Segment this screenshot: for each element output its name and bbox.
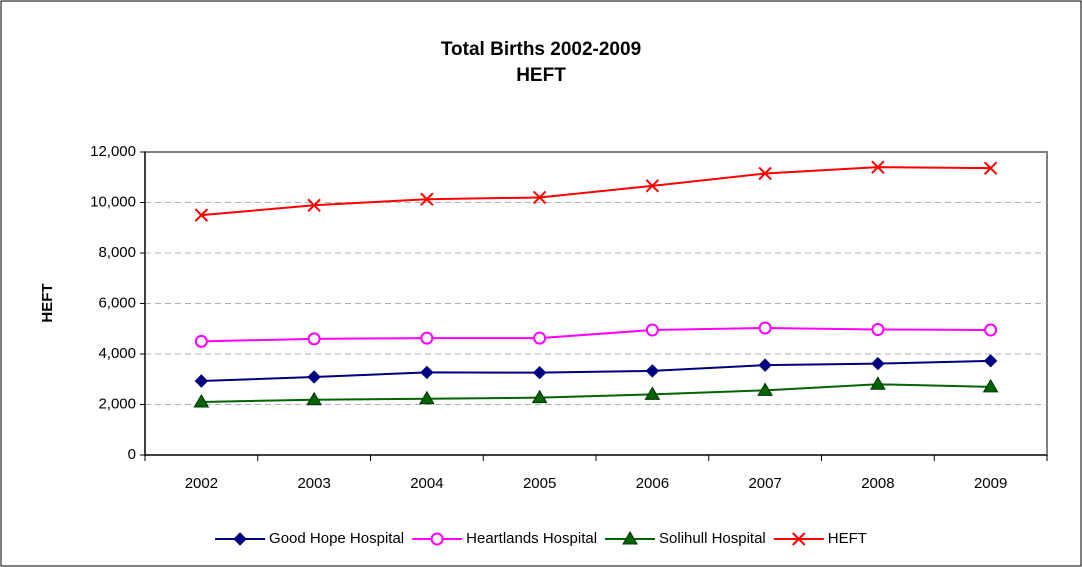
legend-label: Good Hope Hospital [269, 530, 404, 547]
marker [983, 161, 998, 175]
y-tick-label: 0 [128, 446, 136, 463]
y-axis-label: HEFT [39, 283, 56, 322]
marker [194, 334, 208, 348]
marker [430, 532, 444, 546]
marker [792, 532, 806, 546]
marker [871, 356, 885, 371]
marker [307, 332, 321, 346]
marker [984, 323, 998, 337]
marker [758, 166, 772, 181]
x-tick-label: 2007 [748, 475, 781, 492]
y-tick-label: 4,000 [98, 345, 136, 362]
x-tick-label: 2005 [523, 475, 556, 492]
marker [420, 331, 434, 345]
marker [983, 354, 998, 368]
legend-item: Solihull Hospital [605, 530, 766, 547]
series-line [201, 166, 991, 217]
legend-item: Heartlands Hospital [412, 530, 597, 547]
marker [532, 365, 547, 380]
y-tick-label: 10,000 [90, 193, 136, 210]
legend-label: HEFT [828, 530, 867, 547]
marker [871, 323, 885, 337]
chart-title: Total Births 2002-2009 [441, 39, 641, 60]
x-tick-label: 2008 [861, 475, 894, 492]
marker [419, 390, 435, 405]
marker [533, 331, 547, 345]
x-tick-label: 2006 [636, 475, 669, 492]
marker [645, 364, 660, 378]
marker [194, 374, 209, 388]
marker [233, 532, 247, 546]
y-tick-label: 6,000 [98, 294, 136, 311]
legend-item: Good Hope Hospital [215, 530, 404, 547]
y-tick-label: 12,000 [90, 143, 136, 160]
marker [645, 179, 660, 193]
x-tick-label: 2002 [185, 475, 218, 492]
marker [532, 190, 547, 205]
series-line [201, 326, 991, 343]
legend-label: Solihull Hospital [659, 530, 766, 547]
x-tick-label: 2009 [974, 475, 1007, 492]
y-tick-label: 8,000 [98, 244, 136, 261]
series-line [201, 359, 991, 383]
marker [870, 376, 886, 390]
series-line [201, 383, 991, 403]
marker [758, 321, 772, 335]
marker [306, 391, 322, 406]
marker [420, 192, 434, 206]
marker [757, 382, 773, 396]
marker [758, 358, 772, 372]
x-tick-label: 2004 [410, 475, 443, 492]
marker [420, 365, 434, 380]
marker [531, 389, 548, 404]
y-tick-label: 2,000 [98, 395, 136, 412]
marker [622, 531, 638, 545]
marker [645, 323, 659, 337]
marker [871, 160, 885, 174]
x-tick-label: 2003 [297, 475, 330, 492]
marker [982, 378, 999, 393]
chart-subtitle: HEFT [516, 65, 566, 86]
marker [194, 208, 209, 222]
legend-item: HEFT [773, 530, 867, 547]
legend-label: Heartlands Hospital [466, 530, 597, 547]
marker [307, 370, 321, 384]
marker [193, 393, 210, 408]
marker [644, 386, 661, 400]
marker [307, 198, 321, 212]
